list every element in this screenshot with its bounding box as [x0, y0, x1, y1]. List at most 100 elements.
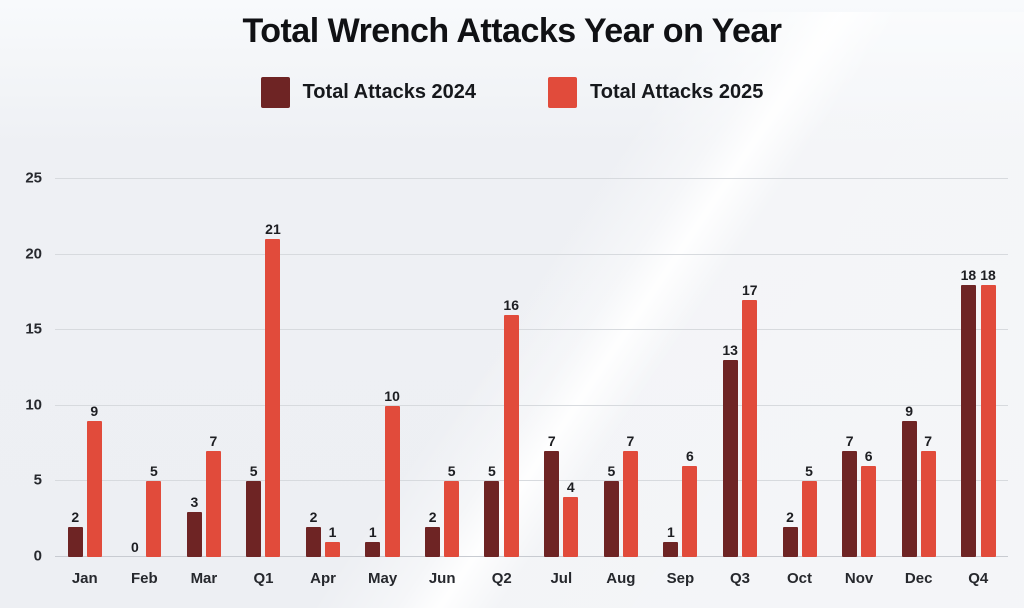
- bar-total-attacks-2025: [325, 541, 341, 557]
- bar-total-attacks-2024: [782, 526, 798, 557]
- bar-group-q4: 18 18: [948, 179, 1008, 557]
- bar-col: 5: [146, 179, 162, 557]
- bar-value-label: 2: [71, 508, 80, 525]
- bar-value-label: 6: [864, 448, 873, 465]
- x-tick-label-mar: Mar: [190, 570, 218, 587]
- bar-col: 2: [782, 179, 798, 557]
- bar-col: 7: [920, 179, 936, 557]
- bar-col: 7: [622, 179, 638, 557]
- bar-total-attacks-2025: [265, 239, 281, 557]
- legend-label-2025: Total Attacks 2025: [590, 81, 764, 103]
- bar-total-attacks-2025: [980, 284, 996, 557]
- bar-total-attacks-2025: [444, 481, 460, 557]
- bar-total-attacks-2024: [722, 360, 738, 557]
- bar-col: 2: [67, 179, 83, 557]
- bar-group-q1: 5 21: [234, 179, 294, 557]
- bar-total-attacks-2024: [425, 526, 441, 557]
- chart-title: Total Wrench Attacks Year on Year: [242, 12, 782, 50]
- bar-value-label: 6: [686, 448, 694, 465]
- bar-col: 2: [306, 179, 322, 557]
- bar-value-label: 9: [90, 402, 99, 419]
- bar-group-may: 1 10: [353, 179, 413, 557]
- bar-col: 5: [246, 179, 262, 557]
- y-tick-label: 25: [25, 169, 42, 187]
- bar-value-label: 5: [607, 463, 616, 480]
- bar-col: 21: [265, 179, 281, 557]
- bar-total-attacks-2025: [682, 466, 698, 557]
- bar-col: 6: [861, 179, 877, 557]
- bar-total-attacks-2024: [186, 511, 202, 557]
- x-tick-label-aug: Aug: [606, 570, 636, 587]
- x-tick-label-q2: Q2: [491, 570, 512, 587]
- bar-value-label: 7: [547, 433, 556, 450]
- bar-col: 13: [722, 179, 738, 557]
- bar-value-label: 13: [722, 342, 738, 359]
- bar-col: 7: [842, 179, 858, 557]
- bar-total-attacks-2025: [205, 451, 221, 557]
- bar-value-label: 3: [190, 493, 199, 510]
- bar-col: 0: [127, 179, 142, 557]
- bar-total-attacks-2025: [86, 420, 102, 557]
- bar-total-attacks-2025: [384, 405, 400, 557]
- x-tick-label-q3: Q3: [729, 570, 750, 587]
- bar-value-label: 1: [328, 523, 337, 540]
- bar-total-attacks-2024: [960, 284, 976, 557]
- bar-col: 18: [960, 179, 976, 557]
- bar-value-label: 7: [209, 433, 218, 450]
- x-axis-labels: Jan Feb Mar Q1 Apr May Jun Q2 Jul Aug Sep Q3 Oct Nov D…: [55, 570, 1008, 587]
- bar-group-q2: 5 16: [472, 179, 532, 557]
- x-tick-label-dec: Dec: [904, 570, 933, 587]
- bar-col: 1: [663, 179, 679, 557]
- y-tick-label: 0: [33, 547, 42, 565]
- bar-col: 6: [682, 179, 698, 557]
- bar-value-label: 7: [845, 433, 854, 450]
- bar-value-label: 5: [149, 463, 158, 480]
- bar-total-attacks-2024: [246, 481, 262, 557]
- plot-area: 0 5 10 15 20 25 2 9 0 5 3 7 5 21 2 1 1 10 2 5 5 16 7 4 5 7 1 6 13 17…: [25, 170, 1008, 587]
- bar-group-q3: 13 17: [710, 179, 770, 557]
- x-tick-label-jun: Jun: [428, 570, 456, 587]
- bar-col: 9: [86, 179, 102, 557]
- bar-col: 7: [544, 179, 560, 557]
- bar-total-attacks-2025: [563, 496, 579, 557]
- bar-col: 1: [365, 179, 381, 557]
- x-tick-label-jan: Jan: [71, 570, 98, 587]
- bar-value-label: 10: [384, 387, 400, 404]
- bar-col: 4: [563, 179, 579, 557]
- bar-col: 5: [484, 179, 500, 557]
- bar-groups-container: 2 9 0 5 3 7 5 21 2 1 1 10 2 5 5 16 7 4 5 7 1 6 13 17 2 5 7 6 9 7 18 18: [55, 179, 1008, 557]
- bar-col: 1: [325, 179, 341, 557]
- bar-col: 9: [901, 179, 917, 557]
- bar-value-label: 5: [249, 463, 258, 480]
- bar-value-label: 1: [667, 523, 675, 540]
- bar-total-attacks-2024: [365, 541, 381, 557]
- x-tick-label-jul: Jul: [550, 570, 573, 587]
- bar-col: 5: [801, 179, 817, 557]
- bar-total-attacks-2024: [901, 420, 917, 557]
- bar-value-label: 7: [924, 433, 933, 450]
- x-tick-label-q4: Q4: [968, 570, 989, 587]
- bar-col: 3: [186, 179, 202, 557]
- y-tick-label: 20: [25, 245, 42, 263]
- legend-label-2024: Total Attacks 2024: [302, 81, 476, 103]
- bar-total-attacks-2025: [146, 481, 162, 557]
- bar-total-attacks-2025: [801, 481, 817, 557]
- bar-value-label: 18: [980, 266, 996, 283]
- bar-total-attacks-2024: [544, 451, 560, 557]
- bar-total-attacks-2024: [484, 481, 500, 557]
- bar-value-label: 9: [905, 402, 914, 419]
- bar-total-attacks-2025: [861, 466, 877, 557]
- bar-value-label: 1: [368, 523, 377, 540]
- bar-col: 5: [444, 179, 460, 557]
- x-tick-label-feb: Feb: [131, 570, 158, 587]
- y-tick-label: 15: [25, 320, 42, 338]
